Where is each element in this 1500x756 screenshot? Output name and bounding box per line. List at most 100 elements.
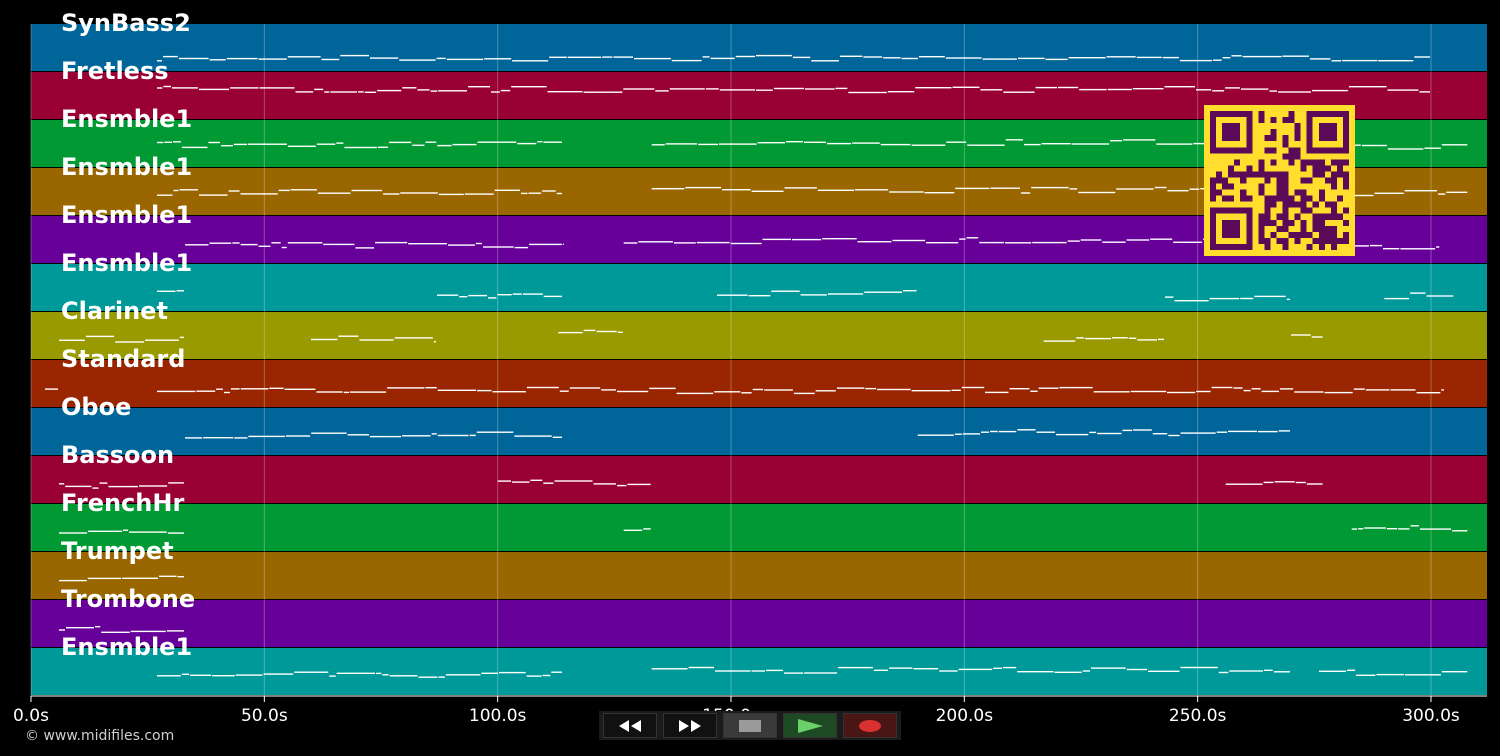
qr-module: [1318, 159, 1325, 166]
note-mark: [1355, 674, 1376, 676]
note-mark: [705, 88, 719, 90]
qr-module: [1282, 153, 1289, 160]
note-mark: [173, 189, 179, 192]
note-mark: [234, 437, 248, 439]
note-mark: [1067, 240, 1080, 242]
qr-module: [1222, 183, 1229, 190]
note-mark: [181, 673, 190, 675]
stop-button[interactable]: [723, 713, 777, 738]
note-mark: [1130, 390, 1167, 393]
note-mark: [1229, 670, 1263, 672]
note-mark: [1080, 239, 1102, 241]
note-mark: [1132, 88, 1164, 90]
qr-module: [1276, 177, 1283, 184]
qr-module: [1258, 231, 1265, 238]
note-mark: [1410, 292, 1426, 294]
rewind-icon: [619, 719, 641, 732]
note-mark: [1222, 57, 1231, 59]
note-mark: [643, 528, 651, 530]
note-mark: [945, 57, 982, 59]
note-mark: [387, 387, 425, 389]
note-mark: [408, 243, 447, 245]
record-button[interactable]: [843, 713, 897, 738]
note-segment: [59, 626, 184, 633]
note-segment: [157, 386, 1444, 395]
note-mark: [911, 144, 946, 146]
qr-module: [1306, 231, 1313, 238]
x-tick-label: 300.0s: [1402, 706, 1460, 726]
qr-module: [1330, 237, 1337, 244]
note-mark: [526, 675, 542, 677]
track-lane: [31, 648, 1487, 695]
note-mark: [1162, 56, 1179, 59]
note-mark: [1387, 148, 1424, 150]
qr-module: [1300, 159, 1307, 166]
note-segment: [185, 431, 562, 439]
note-mark: [1342, 59, 1378, 62]
qr-module: [1264, 201, 1271, 208]
qr-module: [1264, 213, 1271, 220]
qr-module: [1294, 129, 1301, 136]
qr-finder-core: [1222, 123, 1241, 142]
note-mark: [958, 668, 993, 671]
note-mark: [417, 89, 430, 91]
note-mark: [1398, 528, 1410, 530]
note-mark: [649, 387, 676, 390]
note-mark: [623, 88, 655, 90]
track-lane: [31, 360, 1487, 407]
play-button[interactable]: [783, 713, 837, 738]
note-mark: [1241, 88, 1269, 90]
qr-module: [1342, 219, 1349, 226]
qr-module: [1318, 171, 1325, 178]
qr-module: [1312, 213, 1319, 220]
note-segment: [157, 54, 1430, 62]
note-mark: [811, 60, 839, 62]
note-mark: [464, 193, 494, 195]
note-mark: [1126, 668, 1148, 671]
note-mark: [433, 341, 436, 343]
qr-module: [1270, 147, 1277, 154]
note-mark: [793, 392, 815, 395]
qr-module: [1264, 219, 1271, 226]
note-mark: [258, 245, 271, 247]
note-mark: [981, 431, 989, 433]
note-mark: [359, 339, 394, 341]
note-mark: [990, 430, 998, 433]
qr-module: [1318, 195, 1325, 202]
note-mark: [351, 189, 382, 192]
qr-module: [1276, 237, 1283, 244]
note-mark: [344, 146, 377, 149]
note-mark: [190, 674, 212, 676]
note-mark: [815, 390, 836, 392]
note-mark: [1136, 56, 1162, 59]
note-mark: [1059, 386, 1093, 389]
qr-module: [1270, 135, 1277, 142]
note-mark: [123, 529, 129, 531]
lane-background: [31, 504, 1487, 551]
note-mark: [714, 391, 741, 393]
note-mark: [1093, 391, 1130, 393]
note-mark: [1031, 186, 1069, 189]
note-mark: [1240, 297, 1254, 300]
note-mark: [139, 485, 168, 487]
qr-module: [1210, 189, 1217, 196]
qr-module: [1342, 171, 1349, 178]
note-mark: [1228, 430, 1257, 433]
qr-module: [1342, 159, 1349, 166]
x-tick-label: 200.0s: [935, 706, 994, 726]
note-mark: [295, 91, 314, 93]
qr-module: [1294, 213, 1301, 220]
note-mark: [1426, 295, 1454, 297]
fast-forward-button[interactable]: [663, 713, 717, 738]
track-label: Standard: [61, 345, 186, 373]
qr-module: [1258, 213, 1265, 220]
note-mark: [316, 143, 336, 145]
note-mark: [961, 386, 985, 389]
note-mark: [438, 90, 467, 92]
qr-module: [1234, 159, 1241, 166]
rewind-button[interactable]: [603, 713, 657, 738]
note-segment: [1291, 334, 1323, 338]
note-mark: [1035, 86, 1057, 89]
note-mark: [1216, 431, 1228, 433]
note-mark: [389, 675, 418, 677]
